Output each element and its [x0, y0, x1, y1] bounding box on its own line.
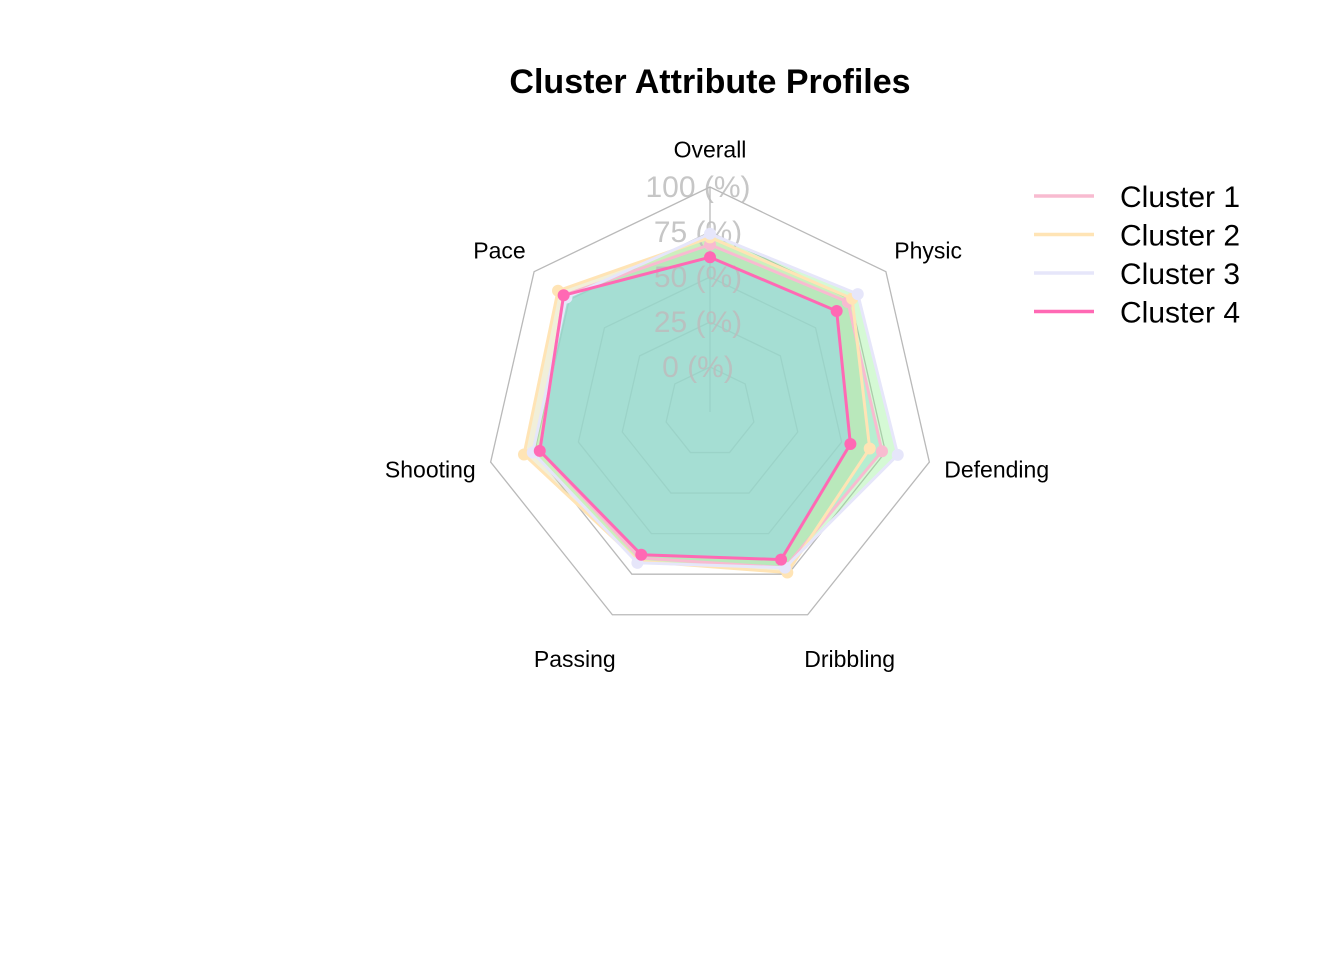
legend-label: Cluster 4	[1120, 297, 1240, 330]
series-fill	[539, 257, 851, 560]
data-point	[704, 251, 716, 264]
series-line	[538, 255, 852, 562]
series-line	[522, 235, 872, 575]
data-point	[704, 227, 716, 240]
chart-title: Cluster Attribute Profiles	[509, 63, 910, 101]
axis-label: Shooting	[385, 457, 476, 483]
axis-label: Overall	[674, 136, 747, 162]
data-point	[875, 445, 888, 458]
data-point	[844, 438, 857, 451]
grid-level-label: 100 (%)	[645, 171, 750, 204]
grid-ring	[665, 366, 755, 454]
legend-label: Cluster 2	[1120, 220, 1240, 253]
axis-label: Pace	[473, 238, 525, 264]
series-fills	[523, 233, 898, 573]
legend-label: Cluster 3	[1120, 258, 1240, 291]
axis-label: Dribbling	[804, 646, 895, 672]
axis-label: Physic	[894, 238, 962, 264]
data-point	[851, 288, 864, 301]
legend: Cluster 1 Cluster 2 Cluster 3 Cluster 4	[1034, 181, 1240, 330]
legend-label: Cluster 1	[1120, 181, 1240, 214]
grid-ring	[621, 321, 799, 494]
series-fill	[539, 244, 882, 568]
axis-labels: Overall Physic Defending Dribbling Passing Sh…	[385, 136, 1049, 672]
data-point	[863, 442, 876, 455]
axis-label: Defending	[944, 457, 1049, 483]
series-fill	[532, 233, 898, 568]
data-point	[557, 289, 570, 302]
data-point	[830, 304, 843, 317]
grid-level-label: 0 (%)	[662, 351, 734, 384]
data-point	[775, 553, 788, 566]
series-fill	[523, 237, 870, 573]
grid-ring	[577, 276, 843, 535]
grid-ring	[489, 186, 931, 616]
axis-label: Passing	[534, 646, 616, 672]
data-point	[891, 448, 904, 461]
data-point	[635, 548, 648, 561]
data-point	[533, 444, 546, 457]
grid-level-label: 25 (%)	[654, 306, 742, 339]
series-lines	[517, 227, 904, 579]
